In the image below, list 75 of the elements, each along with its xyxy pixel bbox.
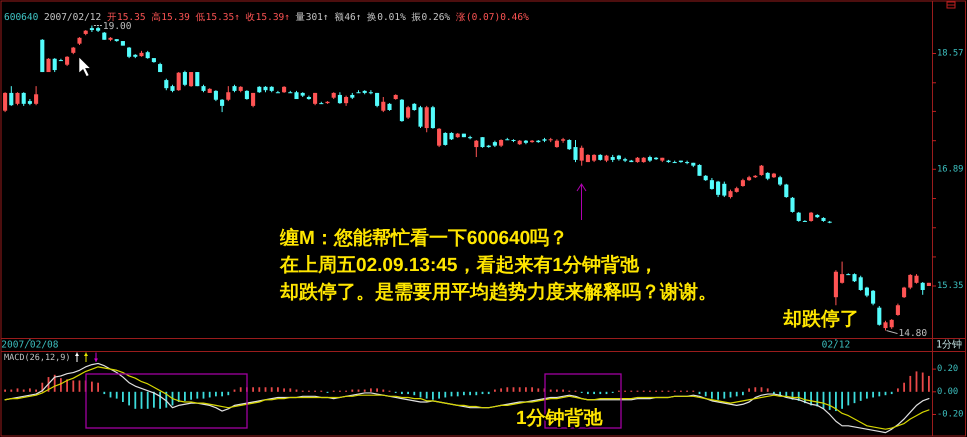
candlestick (344, 95, 348, 106)
candlestick (908, 274, 912, 290)
candlestick (400, 98, 404, 122)
candlestick (220, 98, 224, 113)
candlestick (443, 132, 448, 146)
candlestick (480, 136, 485, 148)
candlestick (381, 96, 386, 113)
candlestick (430, 105, 435, 130)
candlestick (890, 318, 894, 330)
annotation: 19.00 (102, 21, 132, 32)
candlestick (46, 58, 51, 73)
y-tick-label: 15.35 (937, 281, 964, 292)
candlestick (189, 72, 194, 88)
candlestick (22, 92, 26, 106)
annotation: 14.80 (898, 328, 928, 340)
candlestick (883, 320, 888, 332)
candlestick (871, 289, 876, 306)
candlestick (3, 92, 8, 113)
candlestick (195, 72, 200, 87)
y-tick-label: -0.20 (937, 409, 964, 420)
candlestick (840, 261, 844, 284)
candlestick (182, 70, 187, 87)
candlestick (722, 181, 726, 198)
candlestick (858, 275, 863, 292)
annotation: 却跌停了 (782, 308, 859, 330)
candlestick (567, 138, 572, 150)
y-tick-label: 16.89 (937, 164, 964, 174)
x-tick-label: 02/12 (822, 340, 850, 350)
candlestick (697, 164, 702, 176)
candlestick (920, 282, 925, 296)
candlestick (580, 145, 584, 166)
candlestick (164, 78, 168, 91)
candlestick (716, 180, 720, 198)
candlestick (226, 86, 230, 102)
text: 600640 2007/02/12 开15.35 高15.39 低15.35↑ 收15.39↑ 量301↑ 额46↑ 换0.01% 振0.26% 涨(0.07)0.46% (4, 12, 529, 22)
annotation: 在上周五02.09.13:45，看起来有1分钟背弛， (279, 254, 658, 276)
candlestick (902, 286, 906, 298)
candlestick (809, 211, 814, 222)
candlestick (52, 58, 57, 73)
candlestick (214, 90, 218, 102)
candlestick (474, 139, 478, 158)
candlestick (796, 211, 801, 222)
candlestick (914, 274, 919, 284)
candlestick (864, 286, 869, 298)
candlestick (437, 128, 442, 148)
candlestick (778, 175, 782, 187)
candlestick (424, 105, 429, 133)
candlestick (375, 92, 380, 108)
candlestick (790, 196, 795, 214)
candlestick (406, 105, 410, 120)
y-tick-label: 18.57 (937, 48, 964, 58)
chart-title: MACD(26,12,9) (4, 353, 71, 363)
candlestick (65, 56, 70, 67)
annotation: 缠M：您能帮忙看一下600640吗？ (279, 227, 568, 249)
candlestick (244, 90, 249, 100)
candlestick (877, 306, 882, 326)
candlestick (251, 92, 256, 108)
candlestick (127, 46, 132, 59)
candlestick (338, 92, 342, 104)
candlestick (784, 183, 788, 198)
text: 1分钟 (936, 338, 962, 350)
candlestick (710, 177, 714, 190)
candlestick (573, 139, 578, 163)
candlestick (418, 105, 423, 129)
annotation: 却跌停了。是需要用平均趋势力度来解释吗？谢谢。 (279, 281, 717, 303)
y-tick-label: 0.20 (937, 364, 958, 374)
candlestick (34, 86, 38, 106)
x-tick-label: 2007/02/08 (1, 340, 59, 350)
candlestick (9, 86, 14, 106)
candlestick (896, 303, 900, 316)
y-tick-label: 0.00 (937, 386, 958, 397)
candlestick (15, 92, 20, 106)
candlestick (176, 72, 181, 92)
candlestick (759, 164, 764, 176)
candlestick (313, 92, 318, 106)
